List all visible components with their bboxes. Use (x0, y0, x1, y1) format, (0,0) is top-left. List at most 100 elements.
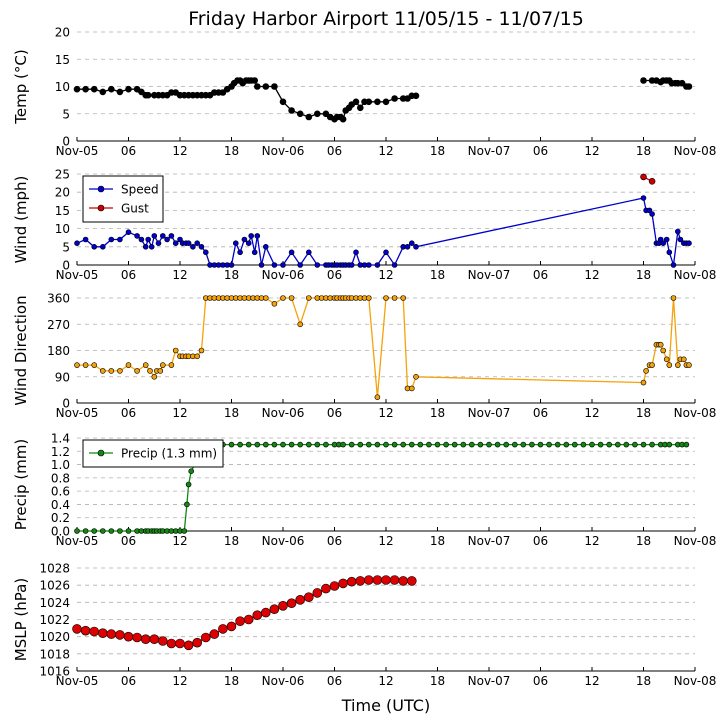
x-tick-label: 06 (533, 268, 548, 282)
y-tick-label: 180 (47, 344, 70, 358)
data-point (142, 362, 149, 368)
data-point (686, 362, 692, 368)
x-tick-label: 12 (584, 534, 599, 548)
data-point (117, 528, 123, 534)
data-point (297, 441, 304, 448)
data-point (226, 621, 237, 632)
data-point (201, 632, 211, 643)
data-point (677, 236, 684, 243)
data-point (108, 528, 115, 534)
series-0 (74, 195, 692, 268)
data-point (168, 362, 175, 368)
data-point (140, 634, 151, 645)
y-tick-label: 90 (55, 370, 70, 384)
legend: Precip (1.3 mm) (82, 439, 224, 468)
data-point (115, 630, 125, 640)
data-point (374, 441, 381, 448)
series-0 (74, 295, 692, 401)
data-point (443, 441, 449, 448)
data-point (408, 441, 415, 448)
data-point (280, 295, 286, 301)
y-tick-label: 0.4 (51, 498, 70, 512)
legend-label: Precip (1.3 mm) (121, 447, 217, 461)
data-point (494, 441, 501, 448)
data-point (391, 295, 398, 301)
series-1 (640, 77, 693, 90)
data-point (138, 88, 145, 96)
data-point (413, 373, 419, 380)
data-point (158, 636, 168, 646)
data-point (383, 295, 389, 301)
data-point (203, 249, 209, 256)
x-tick-label: Nov-05 (56, 406, 99, 420)
data-point (288, 107, 295, 114)
data-point (374, 98, 381, 106)
data-point (314, 441, 321, 448)
x-tick-label: Nov-05 (56, 674, 99, 688)
data-point (663, 356, 670, 363)
x-tick-label: 18 (430, 674, 445, 688)
data-point (125, 528, 132, 534)
data-point (391, 95, 398, 102)
data-point (670, 262, 677, 268)
data-point (408, 240, 415, 246)
data-point (640, 77, 647, 84)
data-point (352, 98, 360, 106)
data-point (640, 195, 647, 201)
data-point (209, 629, 220, 639)
data-point (218, 624, 228, 634)
data-point (134, 368, 140, 374)
legend-swatch-marker (97, 185, 105, 193)
data-point (243, 614, 254, 625)
data-point (188, 468, 194, 475)
y-tick-label: 5 (62, 240, 70, 254)
data-point (288, 295, 295, 301)
data-point (374, 394, 381, 401)
data-point (606, 441, 613, 448)
data-point (155, 240, 162, 246)
data-point (251, 249, 258, 256)
data-point (657, 341, 664, 348)
y-tick-label: 0 (62, 259, 70, 273)
data-point (90, 85, 98, 93)
data-point (98, 628, 108, 639)
data-point (666, 441, 673, 448)
x-tick-label: 06 (121, 144, 136, 158)
data-point (477, 441, 484, 448)
data-point (640, 173, 647, 181)
data-point (219, 89, 227, 96)
x-tick-label: 18 (636, 406, 651, 420)
data-point (353, 249, 359, 256)
y-tick-label: 1018 (39, 647, 70, 661)
data-point (660, 240, 667, 246)
data-point (546, 441, 552, 448)
x-tick-label: Nov-06 (262, 534, 305, 548)
x-tick-label: 06 (121, 534, 136, 548)
data-point (297, 321, 304, 328)
data-point (132, 632, 142, 643)
y-tick-label: 1016 (39, 665, 70, 679)
data-point (166, 638, 177, 649)
y-tick-label: 5 (62, 107, 70, 121)
data-point (685, 83, 693, 90)
series-0 (74, 441, 690, 534)
data-point (339, 115, 347, 123)
data-point (237, 249, 243, 256)
data-point (643, 368, 649, 374)
data-point (580, 441, 587, 448)
data-point (138, 236, 145, 243)
panel-0: 0 5 10 15 20 Nov-05 06 12 18 Nov-06 06 12 18 Nov-07 06… (12, 26, 716, 159)
data-point (157, 368, 164, 374)
y-tick-label: 270 (47, 318, 70, 332)
x-tick-label: 06 (533, 674, 548, 688)
data-point (279, 98, 287, 106)
x-tick-label: 18 (224, 674, 239, 688)
data-point (190, 244, 196, 250)
data-point (391, 441, 398, 448)
data-point (303, 592, 314, 603)
data-point (144, 91, 152, 99)
y-tick-label: 10 (55, 222, 70, 236)
y-tick-label: 1024 (39, 596, 70, 610)
data-point (503, 441, 510, 448)
y-tick-label: 15 (55, 53, 70, 67)
